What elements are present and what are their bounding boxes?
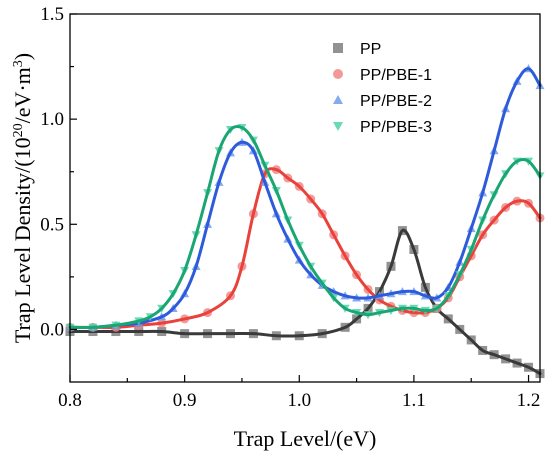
series-3: [65, 64, 545, 331]
y-axis-title-suffix: ): [10, 53, 35, 60]
x-tick-label: 1.1: [402, 390, 426, 411]
legend: PP PP/PBE-1 PP/PBE-2 PP/PBE-3: [333, 41, 432, 136]
y-axis-title: Trap Level Density/(1020/eV·m3): [10, 53, 35, 343]
legend-marker: [333, 95, 343, 104]
legend-marker: [333, 43, 343, 53]
y-axis-title-prefix: Trap Level Density/(10: [10, 137, 35, 343]
y-axis-title-sup1: 20: [11, 123, 26, 137]
y-tick-label: 0.5: [40, 214, 64, 235]
y-axis-title-sup2: 3: [11, 60, 26, 67]
legend-marker: [333, 69, 343, 79]
y-tick-label: 0.0: [40, 319, 64, 340]
series-fit-line: [68, 124, 542, 329]
series-fit-line: [68, 228, 542, 376]
x-tick-label: 1.0: [287, 390, 311, 411]
axes: 0.8 0.9 1.0 1.1 1.2 0.0 0.5 1.0 1.5: [40, 4, 541, 411]
legend-marker: [333, 122, 343, 131]
x-axis-ticks: 0.8 0.9 1.0 1.1 1.2: [58, 375, 540, 411]
y-tick-label: 1.0: [40, 109, 64, 130]
series-fit-line: [68, 167, 542, 329]
legend-label: PP/PBE-3: [360, 119, 432, 136]
plot-frame: [69, 13, 541, 383]
legend-label: PP/PBE-2: [360, 93, 432, 110]
x-axis-title: Trap Level/(eV): [234, 426, 377, 451]
x-tick-label: 1.2: [517, 390, 541, 411]
y-axis-ticks: 0.0 0.5 1.0 1.5: [40, 4, 77, 340]
legend-label: PP/PBE-1: [360, 67, 432, 84]
legend-label: PP: [360, 41, 381, 58]
series-4: [65, 123, 545, 332]
plot-series: [65, 64, 545, 379]
y-axis-title-mid: /eV·m: [10, 67, 35, 123]
x-tick-label: 0.9: [173, 390, 197, 411]
y-tick-label: 1.5: [40, 4, 64, 25]
x-tick-label: 0.8: [58, 390, 82, 411]
series-fit-line: [68, 67, 542, 329]
